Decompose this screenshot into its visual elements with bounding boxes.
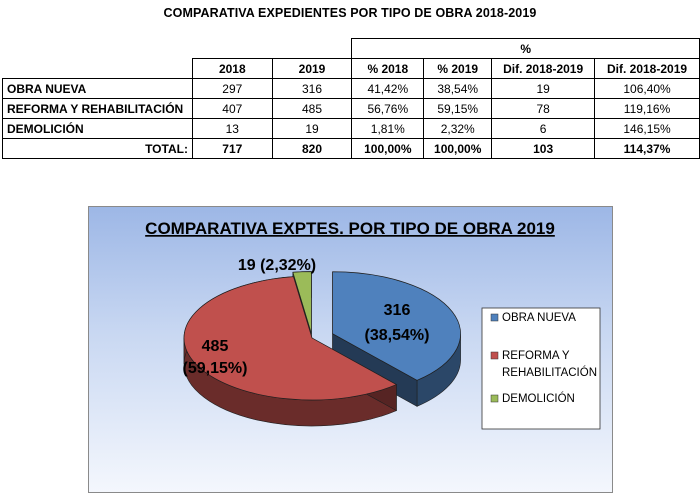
legend-entry: REFORMA Y: [502, 350, 570, 362]
legend-box: [481, 307, 601, 430]
header-row: 2018 2019 % 2018 % 2019 Dif. 2018-2019 D…: [3, 58, 700, 79]
col-header: % 2018: [351, 58, 425, 79]
row-label: DEMOLICIÓN: [2, 118, 193, 139]
data-label-value: 19 (2,32%): [238, 257, 316, 274]
table-cell: 146,15%: [594, 118, 700, 139]
pie-slice: [292, 271, 312, 334]
table-cell: 316: [271, 78, 353, 99]
row-label: REFORMA Y REHABILITACIÓN: [2, 98, 193, 119]
data-label-percent: (38,54%): [365, 327, 430, 344]
table-row: DEMOLICIÓN 13 19 1,81% 2,32% 6 146,15%: [2, 118, 700, 139]
col-header: Dif. 2018-2019: [491, 58, 596, 79]
table-cell: 13: [191, 118, 273, 139]
table-cell: 78: [491, 98, 596, 119]
table-cell: 1,81%: [351, 118, 425, 139]
col-header: % 2019: [423, 58, 493, 79]
table-cell: 106,40%: [594, 78, 700, 99]
table-cell: 56,76%: [351, 98, 425, 119]
total-label: TOTAL:: [2, 138, 193, 159]
pie-slice: [332, 271, 461, 381]
table-cell: 103: [491, 138, 596, 159]
total-row: TOTAL: 717 820 100,00% 100,00% 103 114,3…: [2, 138, 700, 159]
legend-entry: REHABILITACIÓN: [502, 366, 597, 379]
table-cell: 41,42%: [351, 78, 425, 99]
table-cell: 19: [271, 118, 353, 139]
table-cell: 2,32%: [423, 118, 493, 139]
chart-title: COMPARATIVA EXPTES. POR TIPO DE OBRA 201…: [145, 219, 555, 238]
table-cell: 19: [491, 78, 596, 99]
legend-swatch: [490, 313, 499, 322]
table-cell: 100,00%: [423, 138, 493, 159]
table-cell: 407: [191, 98, 273, 119]
percent-group-header: %: [351, 38, 700, 59]
col-header: 2018: [191, 58, 273, 79]
data-table: % 2018 2019 % 2018 % 2019 Dif. 2018-2019…: [2, 38, 700, 159]
legend-swatch: [490, 394, 499, 403]
table-cell: 6: [491, 118, 596, 139]
table-cell: 820: [271, 138, 353, 159]
pie-slice: [183, 276, 398, 401]
row-label: OBRA NUEVA: [2, 78, 193, 99]
col-header: 2019: [271, 58, 353, 79]
pie-chart-svg: COMPARATIVA EXPTES. POR TIPO DE OBRA 201…: [145, 219, 601, 430]
data-label-value: 316: [384, 302, 411, 319]
legend-entry: OBRA NUEVA: [502, 312, 576, 324]
table-cell: 59,15%: [423, 98, 493, 119]
page-title: COMPARATIVA EXPEDIENTES POR TIPO DE OBRA…: [163, 6, 537, 20]
table-cell: 100,00%: [351, 138, 425, 159]
legend-entry: DEMOLICIÓN: [502, 392, 575, 405]
table-row: REFORMA Y REHABILITACIÓN 407 485 56,76% …: [2, 98, 700, 119]
table-cell: 119,16%: [594, 98, 700, 119]
data-label-value: 485: [202, 338, 229, 355]
table-cell: 38,54%: [423, 78, 493, 99]
pie-chart: COMPARATIVA EXPTES. POR TIPO DE OBRA 201…: [88, 206, 613, 493]
table-cell: 297: [191, 78, 273, 99]
table-cell: 114,37%: [594, 138, 700, 159]
table-cell: 485: [271, 98, 353, 119]
table-cell: 717: [191, 138, 273, 159]
table-row: OBRA NUEVA 297 316 41,42% 38,54% 19 106,…: [2, 78, 700, 99]
data-label-percent: (59,15%): [183, 360, 248, 377]
legend-swatch: [490, 351, 499, 360]
col-header: Dif. 2018-2019: [594, 58, 700, 79]
